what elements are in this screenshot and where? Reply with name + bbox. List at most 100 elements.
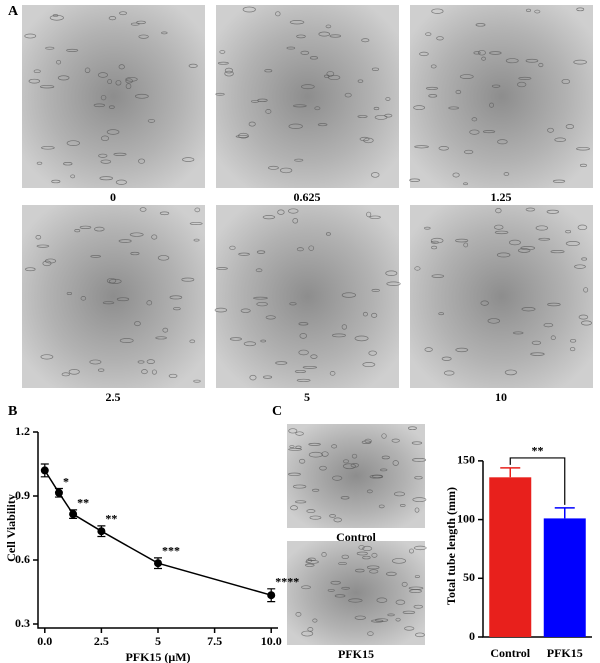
- cell: [310, 354, 318, 359]
- cell: [385, 270, 398, 276]
- cell: [565, 241, 580, 247]
- cell: [238, 132, 249, 139]
- cell: [547, 127, 554, 133]
- error-bar: [500, 467, 521, 478]
- cell: [118, 64, 125, 70]
- cell: [369, 215, 381, 219]
- cell: [217, 61, 229, 65]
- cell: [411, 441, 423, 445]
- cell: [329, 514, 336, 518]
- cell: [366, 211, 372, 218]
- cell: [147, 118, 156, 123]
- cell: [97, 368, 105, 372]
- cell: [308, 451, 323, 458]
- cell: [391, 558, 407, 564]
- cell: [332, 475, 343, 481]
- cell: [361, 440, 372, 444]
- cell: [312, 618, 318, 623]
- cell: [482, 130, 496, 134]
- cell: [139, 207, 147, 212]
- cell: [295, 431, 304, 436]
- cell: [452, 172, 460, 178]
- cell: [503, 172, 510, 176]
- cell: [314, 106, 321, 111]
- cell: [256, 301, 268, 307]
- cell: [424, 226, 431, 230]
- y-tick-label: 150: [457, 453, 475, 467]
- x-axis-label: PFK15 (μM): [125, 650, 190, 663]
- cell: [325, 24, 332, 29]
- cell: [189, 222, 203, 225]
- significance: **: [105, 512, 117, 526]
- cell: [385, 571, 397, 576]
- cell: [305, 559, 319, 564]
- cell: [93, 103, 106, 108]
- cell: [362, 555, 371, 560]
- cell: [455, 238, 469, 243]
- significance: ****: [275, 575, 299, 589]
- x-tick-label: 10.0: [261, 634, 282, 648]
- cell: [288, 448, 302, 451]
- cell: [583, 287, 589, 293]
- cell: [115, 80, 122, 86]
- y-tick-label: 0.9: [15, 488, 30, 502]
- cell: [108, 16, 117, 21]
- cell: [385, 97, 391, 101]
- cell: [579, 163, 587, 167]
- micrograph: [287, 424, 425, 528]
- panel-label: B: [8, 404, 17, 419]
- cell: [275, 11, 281, 17]
- cell: [495, 208, 502, 214]
- cell: [404, 626, 415, 631]
- cell: [286, 46, 296, 50]
- cell: [193, 379, 201, 383]
- image-caption: 1.25: [491, 190, 512, 204]
- cell: [224, 67, 234, 74]
- image-caption: 5: [304, 390, 310, 404]
- cell: [125, 78, 133, 84]
- cell: [463, 242, 469, 248]
- cell: [525, 207, 536, 212]
- cell: [307, 557, 316, 562]
- cell: [509, 239, 521, 246]
- cell: [354, 615, 366, 620]
- cell: [430, 237, 444, 244]
- image-caption: 0: [110, 190, 116, 204]
- cell: [169, 295, 183, 300]
- cell: [576, 147, 591, 151]
- cell: [489, 51, 502, 55]
- cell: [292, 484, 307, 489]
- cell: [188, 63, 198, 68]
- cell: [569, 347, 576, 352]
- cell: [319, 465, 327, 471]
- cell: [35, 235, 42, 240]
- cell: [243, 341, 257, 347]
- cell: [438, 146, 449, 151]
- cell: [518, 76, 532, 80]
- cell: [362, 362, 376, 368]
- cell: [74, 229, 81, 233]
- x-tick-label: 2.5: [94, 634, 109, 648]
- image-caption: 2.5: [106, 390, 121, 404]
- cell: [301, 630, 314, 637]
- cell: [424, 347, 433, 352]
- cell: [240, 308, 251, 313]
- cell: [40, 85, 55, 89]
- cell: [61, 372, 70, 377]
- cell: [431, 8, 444, 14]
- significance: **: [77, 496, 89, 510]
- cell: [257, 98, 268, 103]
- cell: [358, 545, 365, 550]
- cell: [384, 113, 393, 118]
- point: [69, 510, 78, 519]
- cell: [194, 207, 201, 213]
- cell: [214, 307, 228, 313]
- cell: [381, 433, 387, 439]
- cell: [294, 500, 307, 504]
- cell: [25, 267, 36, 272]
- y-axis-label: Cell Viability: [4, 494, 18, 562]
- cell: [181, 277, 195, 282]
- cell: [496, 252, 511, 258]
- cell: [530, 352, 545, 356]
- cell: [395, 617, 401, 622]
